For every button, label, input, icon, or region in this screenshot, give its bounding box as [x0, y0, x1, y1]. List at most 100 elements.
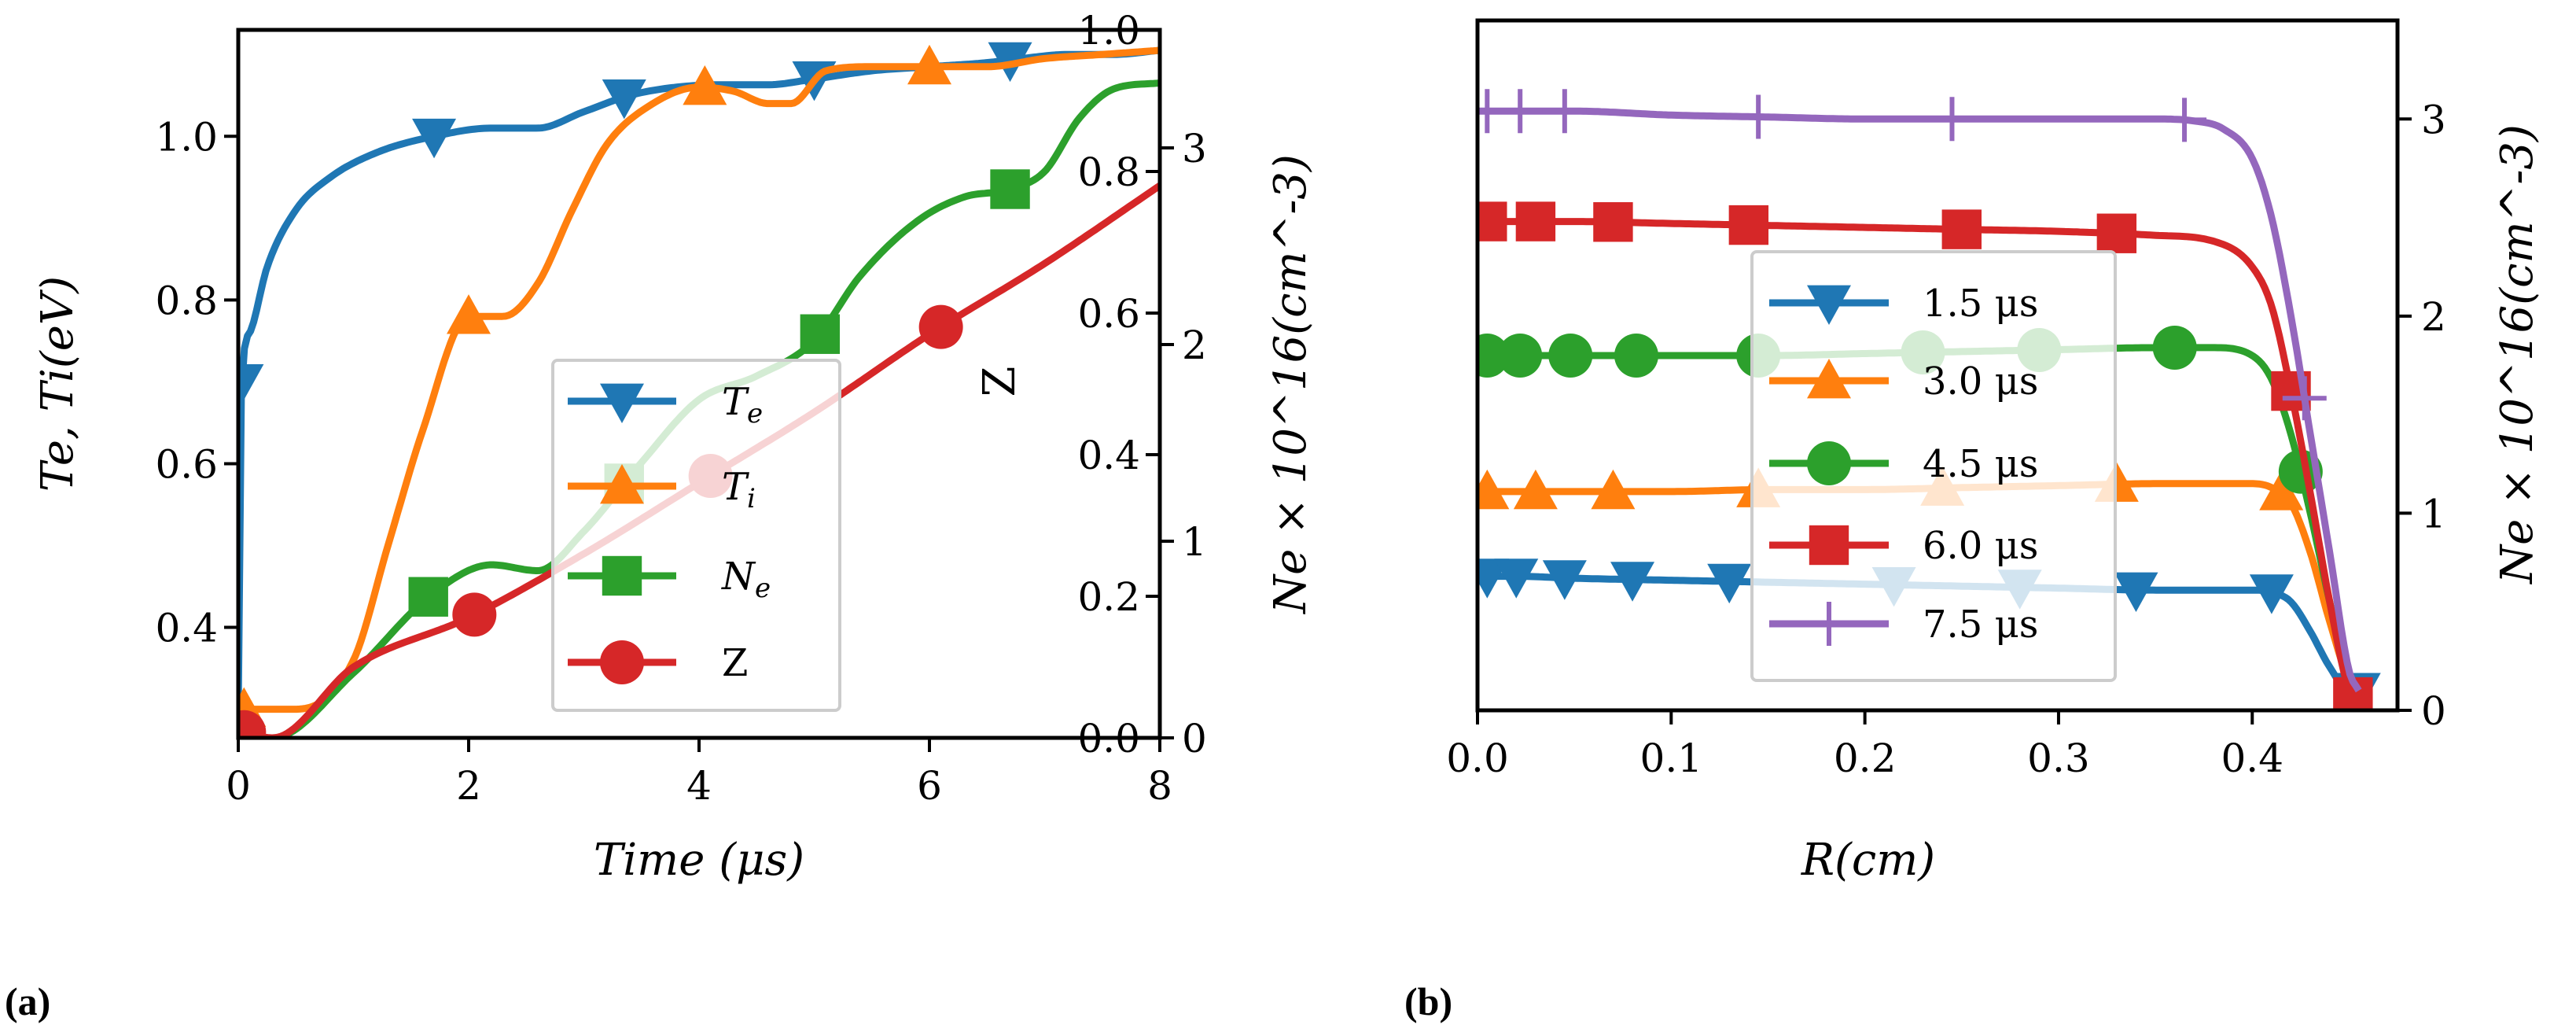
panel-a-ylabel-ne: Ne × 10^16(cm^-3): [1265, 154, 1316, 615]
panel-b-legend-label-2: 4.5 μs: [1923, 442, 2038, 486]
panel-a-legend-marker-ne: [602, 555, 642, 596]
panel-b-marker-1-6: [2259, 470, 2304, 511]
panel-b-marker-1-1: [1513, 469, 1558, 510]
panel-a-ytick-z-label-2: 0.4: [1077, 433, 1140, 478]
panel-b-marker-4-2: [1542, 89, 1587, 134]
panel-a-legend-marker-ti: [600, 464, 644, 504]
panel-a-ytick-left-label-1: 0.6: [155, 441, 218, 487]
panel-a-ylabel-left: Te, Ti(eV): [32, 276, 83, 492]
panel-a-xtick-label-2: 4: [686, 763, 712, 809]
panel-a-ytick-z-label-4: 0.8: [1077, 149, 1140, 195]
panel-b-marker-3-2: [1593, 202, 1633, 242]
panel-a-legend-marker-te: [600, 383, 644, 423]
panel-b-legend-marker-4: [1807, 602, 1851, 646]
panel-a-legend-marker-z: [600, 640, 644, 684]
panel-a-legend-box: [551, 359, 841, 712]
panel-a-legend-label-ne: Ne: [721, 555, 771, 604]
panel-b-marker-0-4: [1707, 563, 1752, 604]
panel-b-marker-0-2: [1542, 560, 1587, 600]
panel-b-marker-4-1: [1498, 89, 1543, 134]
panel-a-chart: 0 2 4 6 80.40.60.81.00.00.20.40.60.81.00123 …: [5, 8, 1316, 1023]
panel-b-xtick-label-3: 0.3: [2027, 736, 2090, 781]
panel-a-marker-te-0: [238, 363, 264, 404]
panel-b-frame: [1475, 18, 2400, 713]
panel-b-legend-marker-2: [1807, 441, 1851, 485]
panel-a-ytick-ne-label-3: 3: [1182, 126, 1207, 171]
panel-b-xtick-label-1: 0.1: [1640, 736, 1703, 781]
panel-a-ytick-z-label-3: 0.6: [1077, 291, 1140, 337]
panel-a-marker-ne-2: [800, 314, 841, 354]
panel-b-marker-2-3: [1614, 333, 1658, 378]
panel-a-xtick-label-4: 8: [1147, 763, 1172, 809]
panel-a-legend-label-te: Te: [722, 380, 763, 430]
panel-b-legend-label-0: 1.5 μs: [1923, 282, 2038, 326]
panel-a-legend-label-ti: Ti: [722, 465, 756, 514]
panel-b-marker-1-0: [1478, 469, 1510, 510]
panel-b-marker-1-2: [1591, 469, 1636, 510]
panel-a-ytick-left-label-0: 0.4: [155, 606, 218, 651]
panel-b-marker-2-1: [1498, 333, 1543, 378]
panel-b-marker-2-7: [2152, 325, 2197, 370]
panel-b-legend-label-1: 3.0 μs: [1923, 359, 2038, 404]
panel-b-xlabel: R(cm): [1801, 835, 1935, 886]
panel-b-marker-4-6: [2282, 376, 2327, 421]
panel-a-ytick-ne-label-0: 0: [1182, 716, 1207, 761]
panel-b-marker-3-4: [1941, 209, 1982, 249]
panel-b-ytick-label-3: 3: [2421, 97, 2446, 142]
panel-a-ytick-z-label-5: 1.0: [1077, 8, 1140, 53]
panel-a-marker-z-1: [452, 592, 497, 637]
panel-b-marker-2-2: [1548, 333, 1593, 378]
panel-b-marker-3-1: [1515, 201, 1556, 241]
panel-b-marker-4-3: [1736, 94, 1781, 139]
panel-b-marker-3-5: [2096, 213, 2137, 253]
panel-b-marker-4-5: [2162, 98, 2207, 142]
panel-b-marker-0-1: [1494, 559, 1539, 599]
panel-b-line-4: [1478, 107, 2362, 693]
panel-b-label: (b): [1404, 979, 1452, 1023]
panel-b-legend-marker-1: [1807, 359, 1851, 399]
panel-a-legend: Te Ti Ne Z: [551, 359, 841, 712]
panel-a-xtick-label-1: 2: [456, 763, 481, 809]
panel-a-ytick-ne-label-2: 2: [1182, 323, 1207, 368]
panel-b-legend-label-3: 6.0 μs: [1923, 524, 2038, 568]
panel-b-xtick-label-4: 0.4: [2221, 736, 2283, 781]
panel-b-ticks: 0.0 0.1 0.2 0.3 0.4 0 1 2 3: [1446, 97, 2446, 781]
panel-a-marker-te-2: [602, 79, 646, 120]
panel-a-xtick-label-3: 6: [917, 763, 942, 809]
panel-a-xtick-label-0: 0: [226, 763, 251, 809]
panel-a-marker-z-0: [238, 710, 267, 738]
panel-b-legend-marker-3: [1809, 525, 1849, 566]
panel-b-legend-marker-0: [1807, 285, 1851, 325]
panel-a-ticks: 0 2 4 6 8 0.4 0.6 0.8 1.0 0.0 0.2 0.4 0.6 0.8 1.0 0 1 2 3: [155, 8, 1206, 809]
panel-a-ytick-ne-label-1: 1: [1182, 519, 1207, 565]
panel-b-chart: 0.0 0.1 0.2 0.3 0.4 0 1 2 3 R(cm) Ne × 10^16(cm^…: [1404, 18, 2543, 1023]
panel-b-xtick-label-0: 0.0: [1446, 736, 1509, 781]
panel-b-ytick-label-0: 0: [2421, 688, 2446, 734]
panel-a-marker-ne-0: [408, 577, 448, 617]
panel-b-legend-box: [1750, 250, 2117, 682]
panel-a-marker-ne-3: [990, 169, 1030, 209]
panel-a-xlabel: Time (μs): [594, 835, 804, 886]
panel-a-marker-z-3: [918, 304, 963, 349]
panel-a-ytick-left-label-2: 0.8: [155, 278, 218, 323]
panel-a-label: (a): [5, 979, 50, 1023]
panel-b-legend: 1.5 μs 3.0 μs 4.5 μs 6.0 μs 7.5 μs: [1750, 250, 2117, 682]
panel-b-marker-0-3: [1610, 562, 1655, 602]
panel-b-xtick-label-2: 0.2: [1834, 736, 1897, 781]
panel-b-ylabel-right: Ne × 10^16(cm^-3): [2492, 124, 2543, 585]
panel-a-ylabel-z: Z: [974, 367, 1025, 397]
panel-a-marker-ti-2: [683, 65, 727, 105]
panel-a-marker-te-1: [412, 118, 457, 159]
panel-a-legend-label-z: Z: [722, 641, 748, 685]
panel-b-marker-0-7: [2114, 572, 2158, 612]
panel-b-ytick-label-2: 2: [2421, 294, 2446, 340]
panel-b-ytick-label-1: 1: [2421, 491, 2446, 536]
panel-a-ytick-left-label-3: 1.0: [155, 114, 218, 160]
panel-a-ytick-z-label-0: 0.0: [1077, 716, 1140, 761]
panel-a-marker-ti-3: [907, 44, 951, 85]
panel-b-marker-3-3: [1728, 205, 1769, 245]
panel-b-marker-4-4: [1930, 97, 1974, 142]
panel-a-ytick-z-label-1: 0.2: [1077, 574, 1140, 620]
panel-a-marker-ti-1: [447, 294, 491, 334]
